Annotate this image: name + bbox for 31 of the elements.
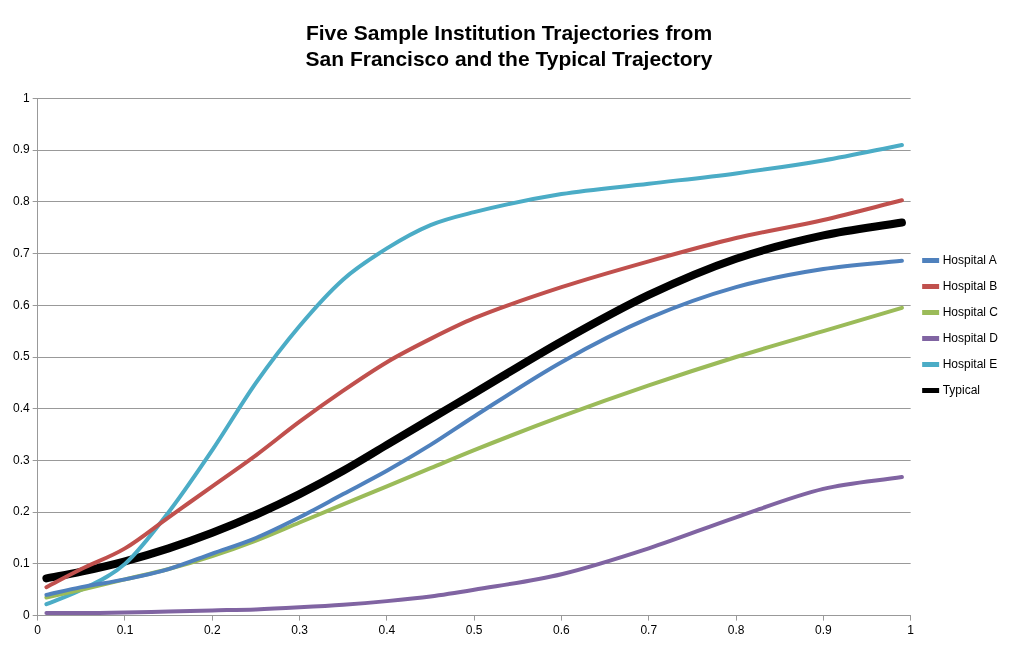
legend-label: Hospital B bbox=[942, 278, 998, 293]
y-tick-label: 0.1 bbox=[12, 556, 30, 571]
x-tick-label: 0.7 bbox=[640, 623, 658, 638]
chart-title: Five Sample Institution Trajectories from San Francisco and the Typical Trajectory bbox=[305, 21, 713, 70]
y-tick-label: 0.9 bbox=[12, 142, 30, 157]
x-tick-label: 0.4 bbox=[378, 623, 396, 638]
y-tick-label: 0.2 bbox=[12, 504, 30, 519]
x-tick-label: 0.5 bbox=[465, 623, 483, 638]
legend-label: Hospital A bbox=[942, 252, 997, 267]
x-tick-label: 0.8 bbox=[727, 623, 745, 638]
line-series bbox=[44, 474, 904, 616]
legend-label: Hospital D bbox=[942, 330, 999, 345]
legend-label: Hospital E bbox=[942, 356, 998, 371]
legend-label: Typical bbox=[942, 382, 981, 397]
x-tick-label: 0.2 bbox=[203, 623, 221, 638]
y-tick-label: 0.3 bbox=[12, 452, 30, 467]
x-tick-label: 1 bbox=[907, 623, 915, 638]
x-tick-label: 0 bbox=[34, 623, 42, 638]
x-tick-label: 0.1 bbox=[116, 623, 134, 638]
x-tick-label: 0.9 bbox=[815, 623, 833, 638]
y-tick-label: 0.6 bbox=[12, 297, 30, 312]
y-tick-label: 0.8 bbox=[12, 194, 30, 209]
line-series bbox=[44, 142, 904, 607]
y-tick-label: 0.5 bbox=[12, 349, 30, 364]
y-tick-label: 0.4 bbox=[12, 401, 30, 416]
y-tick-label: 0 bbox=[22, 607, 30, 622]
y-tick-label: 0.7 bbox=[12, 245, 30, 260]
x-tick-label: 0.6 bbox=[553, 623, 571, 638]
y-tick-label: 1 bbox=[22, 90, 30, 105]
legend-label: Hospital C bbox=[942, 304, 999, 319]
x-tick-label: 0.3 bbox=[291, 623, 309, 638]
